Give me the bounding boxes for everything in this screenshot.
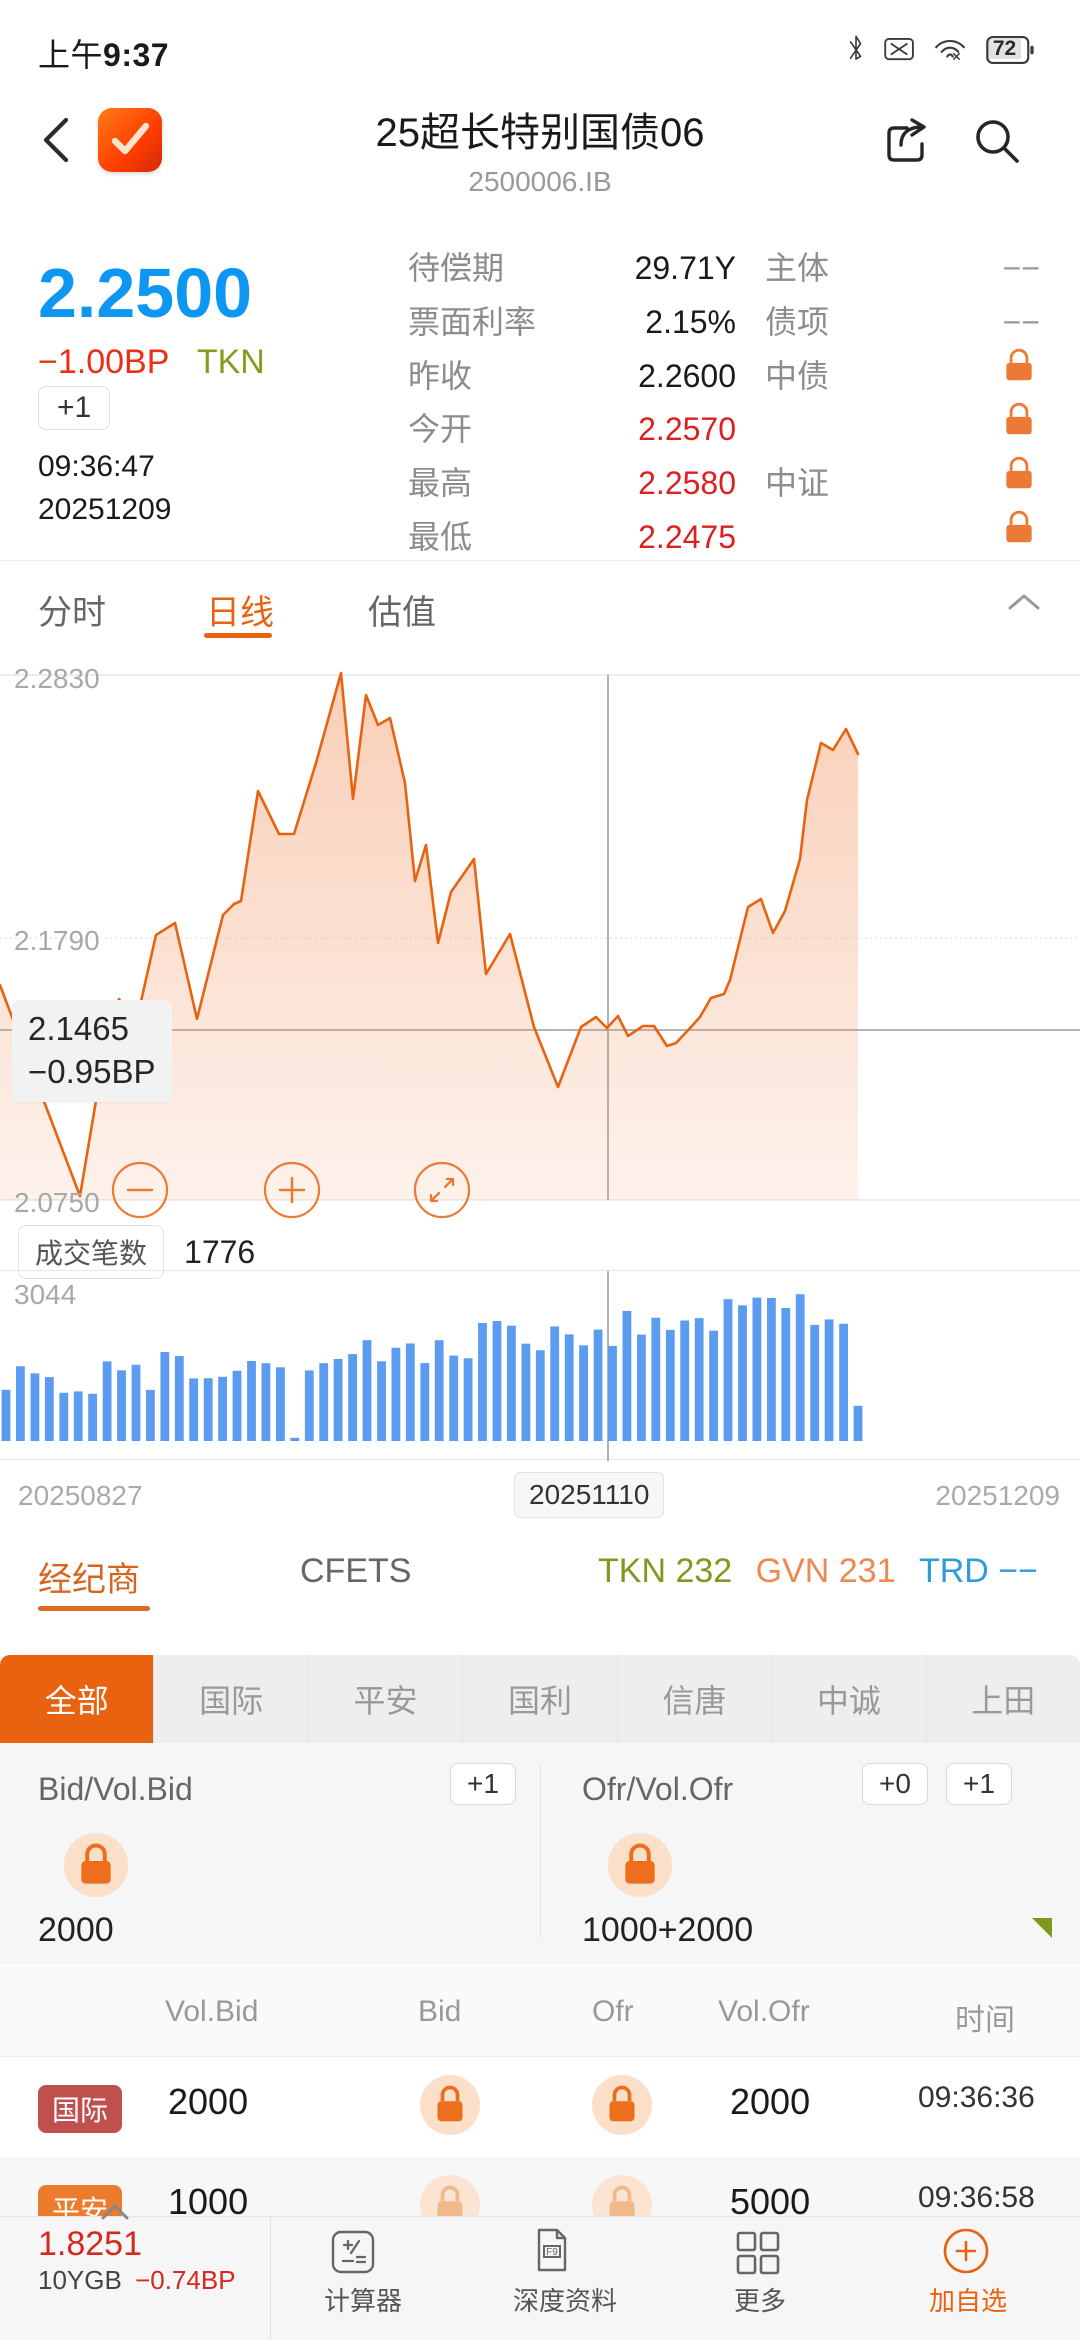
svg-text:F9: F9: [546, 2247, 558, 2258]
